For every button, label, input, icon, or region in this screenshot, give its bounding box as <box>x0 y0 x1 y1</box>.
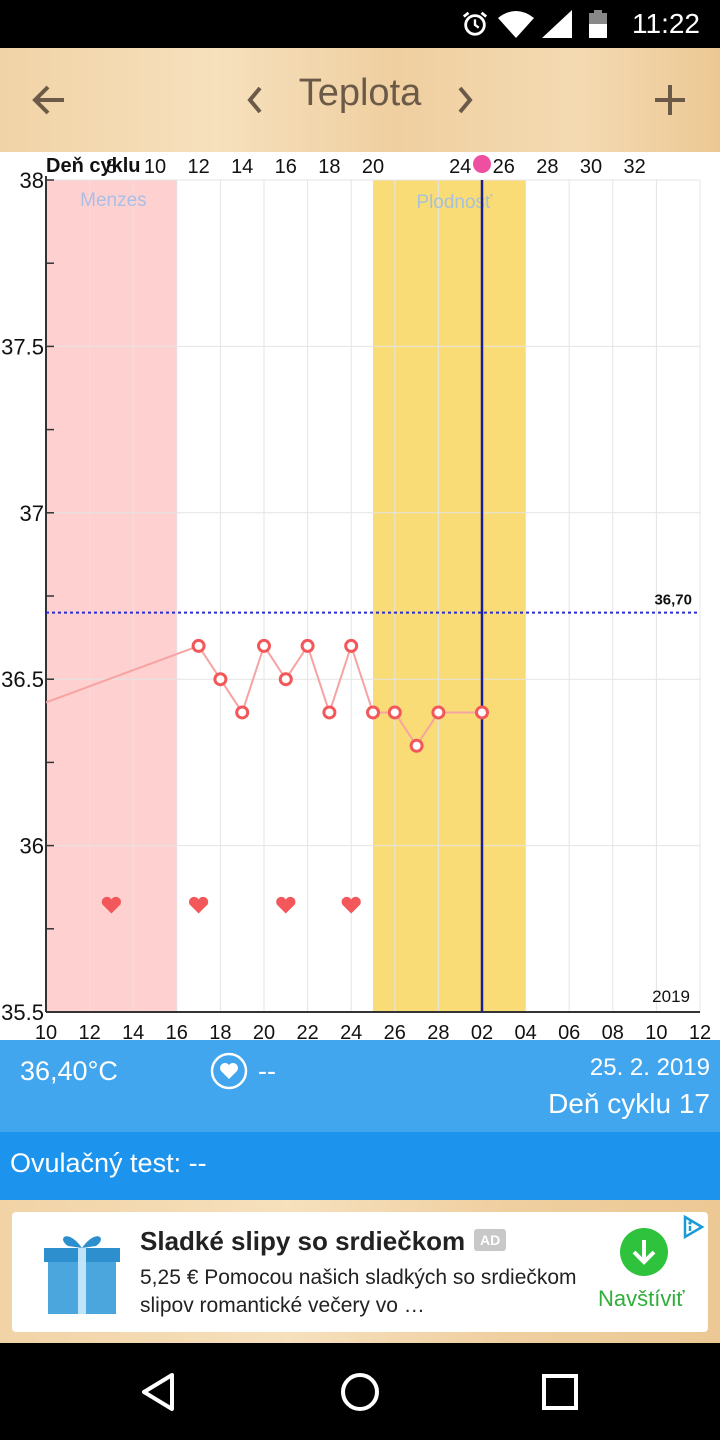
y-tick-label: 36.5 <box>1 667 44 692</box>
x-tick-label: 10 <box>35 1022 57 1040</box>
temperature-point <box>475 705 489 720</box>
ovulation-marker-icon <box>473 155 491 173</box>
x-tick-label: 16 <box>166 1022 188 1040</box>
fertility-label: Plodnosť <box>416 192 493 213</box>
back-nav-icon[interactable] <box>134 1367 184 1417</box>
ad-card[interactable]: Sladké slipy so srdiečkom AD 5,25 € Pomo… <box>12 1212 708 1332</box>
ad-badge: AD <box>474 1229 507 1251</box>
temperature-point <box>366 705 380 720</box>
download-icon[interactable] <box>620 1228 668 1276</box>
plus-icon[interactable] <box>640 70 700 130</box>
x-tick-label: 12 <box>78 1022 100 1040</box>
wifi-icon <box>498 11 534 38</box>
day-info-bar[interactable]: 36,40°C -- 25. 2. 2019 Deň cyklu 17 <box>0 1040 720 1132</box>
x-tick-label: 14 <box>122 1022 144 1040</box>
heart-marker-icon <box>101 896 122 914</box>
ovulation-test-text: Ovulačný test: -- <box>10 1148 207 1178</box>
top-tick-label: 32 <box>623 156 645 178</box>
temperature-point <box>344 638 359 653</box>
x-tick-label: 26 <box>384 1022 406 1040</box>
temperature-chart[interactable]: 38 37.5 37 36.5 36 35.5 Menzes Plodnosť Deň cykl… <box>0 152 720 1044</box>
x-tick-label: 04 <box>514 1022 536 1040</box>
ad-title: Sladké slipy so srdiečkom <box>140 1226 466 1256</box>
temperature-point <box>235 705 250 720</box>
top-tick-label: 24 <box>449 156 471 178</box>
top-tick-label: 20 <box>362 156 384 178</box>
ad-banner: Sladké slipy so srdiečkom AD 5,25 € Pomo… <box>0 1200 720 1343</box>
temperature-point <box>278 672 293 687</box>
x-tick-label: 22 <box>296 1022 318 1040</box>
intercourse-value: -- <box>258 1056 276 1086</box>
heart-icon <box>210 1052 248 1090</box>
menses-label: Menzes <box>80 190 147 211</box>
system-nav-bar <box>0 1343 720 1440</box>
x-tick-label: 08 <box>602 1022 624 1040</box>
visit-button[interactable]: Navštíviť <box>598 1286 685 1311</box>
temperature-point <box>322 705 337 720</box>
temperature-point <box>191 638 206 653</box>
heart-marker-icon <box>341 896 361 914</box>
top-tick-label: 28 <box>536 156 558 178</box>
top-tick-label: 16 <box>275 156 297 178</box>
top-tick-label: 8 <box>106 156 117 178</box>
y-tick-label: 37 <box>20 501 44 526</box>
home-nav-icon[interactable] <box>335 1367 385 1417</box>
temperature-point <box>431 705 446 720</box>
x-tick-label: 20 <box>253 1022 275 1040</box>
x-tick-label: 10 <box>645 1022 667 1040</box>
temperature-point <box>300 638 315 653</box>
alarm-icon <box>462 11 488 36</box>
top-tick-label: 26 <box>493 156 515 178</box>
x-tick-label: 18 <box>209 1022 231 1040</box>
recents-nav-icon[interactable] <box>535 1367 585 1417</box>
temperature-point <box>213 672 228 687</box>
temperature-point <box>409 738 424 753</box>
y-tick-label: 38 <box>20 168 44 193</box>
ad-choices-icon[interactable] <box>680 1214 706 1240</box>
temperature-point <box>257 638 271 653</box>
back-arrow-icon[interactable] <box>20 70 80 130</box>
page-title: Teplota <box>298 72 422 114</box>
clock: 11:22 <box>632 8 700 39</box>
x-tick-label: 02 <box>471 1022 493 1040</box>
top-tick-label: 12 <box>187 156 209 178</box>
battery-icon <box>589 10 607 38</box>
heart-marker-icon <box>188 896 209 914</box>
y-tick-label: 37.5 <box>1 334 44 359</box>
chart-canvas[interactable]: 38 37.5 37 36.5 36 35.5 Menzes Plodnosť Deň cykl… <box>0 152 720 1044</box>
x-tick-label: 06 <box>558 1022 580 1040</box>
status-bar: 11:22 <box>0 0 720 48</box>
top-tick-label: 18 <box>318 156 340 178</box>
cycle-day: Deň cyklu 17 <box>548 1088 710 1119</box>
fertility-band <box>373 180 526 1012</box>
y-tick-label: 35.5 <box>1 1000 44 1025</box>
year-label: 2019 <box>652 987 690 1006</box>
chevron-right-icon[interactable] <box>436 70 496 130</box>
app-bar: Teplota <box>0 48 720 152</box>
ad-description: 5,25 € Pomocou našich sladkých so srdieč… <box>140 1266 577 1317</box>
gift-image <box>44 1236 120 1314</box>
temperature-value: 36,40°C <box>20 1056 118 1086</box>
heart-marker-icon <box>276 896 296 914</box>
coverline-label: 36,70 <box>654 592 692 609</box>
top-tick-label: 30 <box>580 156 602 178</box>
ovulation-test-bar[interactable]: Ovulačný test: -- <box>0 1132 720 1200</box>
menses-band <box>46 180 177 1012</box>
temperature-point <box>387 705 402 720</box>
x-tick-label: 12 <box>689 1022 711 1040</box>
signal-icon <box>542 10 572 38</box>
top-tick-label: 10 <box>144 156 166 178</box>
top-axis-label: Deň cyklu <box>46 155 140 177</box>
x-tick-label: 28 <box>427 1022 449 1040</box>
top-tick-label: 14 <box>231 156 253 178</box>
y-tick-label: 36 <box>20 834 44 859</box>
x-tick-label: 24 <box>340 1022 362 1040</box>
chevron-left-icon[interactable] <box>224 70 284 130</box>
selected-date: 25. 2. 2019 <box>589 1054 710 1081</box>
